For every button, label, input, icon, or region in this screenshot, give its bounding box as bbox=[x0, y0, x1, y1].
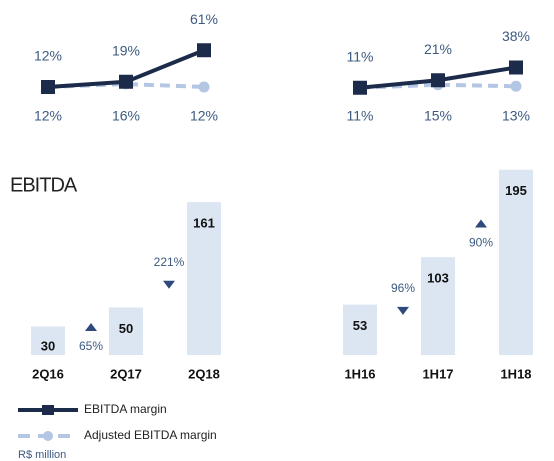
bar-value: 30 bbox=[41, 338, 55, 353]
legend-marker bbox=[43, 431, 53, 441]
margin-label: 12% bbox=[34, 108, 62, 124]
margin-point bbox=[510, 80, 522, 92]
margin-line bbox=[47, 81, 205, 89]
category-label: 2Q17 bbox=[110, 366, 142, 381]
category-label: 2Q18 bbox=[188, 366, 220, 381]
growth-arrow bbox=[397, 306, 409, 315]
category-label: 1H18 bbox=[500, 366, 531, 381]
bar-value: 53 bbox=[353, 318, 367, 333]
category-label: 1H17 bbox=[422, 366, 453, 381]
title: EBITDA bbox=[10, 174, 78, 196]
margin-label: 11% bbox=[347, 108, 374, 124]
legend-marker bbox=[42, 405, 54, 415]
margin-label: 15% bbox=[424, 108, 452, 124]
category-label: 1H16 bbox=[344, 366, 375, 381]
bar-value: 50 bbox=[119, 321, 133, 336]
growth-arrow bbox=[163, 280, 175, 289]
margin-label: 13% bbox=[502, 108, 530, 124]
growth-label: 65% bbox=[79, 339, 103, 353]
growth-label: 221% bbox=[154, 255, 185, 269]
growth-arrow bbox=[475, 219, 487, 228]
growth-label: 90% bbox=[469, 236, 493, 250]
margin-point bbox=[198, 81, 210, 93]
margin-label: 12% bbox=[190, 108, 218, 124]
bar-value: 103 bbox=[427, 271, 449, 286]
margin-label: 19% bbox=[112, 42, 140, 58]
margin-line bbox=[359, 82, 517, 90]
margin-label: 16% bbox=[112, 108, 140, 124]
category-label: 2Q16 bbox=[32, 366, 64, 381]
margin-point bbox=[353, 80, 367, 95]
bar-value: 195 bbox=[505, 183, 527, 198]
margin-point bbox=[41, 80, 55, 94]
legend-label: Adjusted EBITDA margin bbox=[84, 428, 217, 442]
bar-value: 161 bbox=[193, 215, 215, 230]
growth-arrow bbox=[85, 323, 97, 331]
bar bbox=[343, 304, 377, 355]
margin-label: 11% bbox=[347, 48, 374, 64]
growth-label: 96% bbox=[391, 281, 415, 295]
bar bbox=[187, 202, 221, 355]
bar bbox=[109, 307, 143, 355]
margin-point bbox=[119, 74, 133, 89]
bar bbox=[31, 326, 65, 355]
margin-point bbox=[431, 73, 445, 88]
margin-label: 12% bbox=[34, 48, 62, 64]
bar bbox=[499, 169, 533, 355]
margin-point bbox=[197, 43, 211, 58]
margin-label: 38% bbox=[502, 28, 530, 44]
margin-label: 21% bbox=[424, 41, 452, 57]
legend-label: EBITDA margin bbox=[84, 402, 167, 416]
margin-point bbox=[509, 60, 523, 75]
bar bbox=[421, 257, 455, 355]
margin-label: 61% bbox=[190, 11, 218, 27]
unit-note: R$ million bbox=[18, 449, 66, 461]
